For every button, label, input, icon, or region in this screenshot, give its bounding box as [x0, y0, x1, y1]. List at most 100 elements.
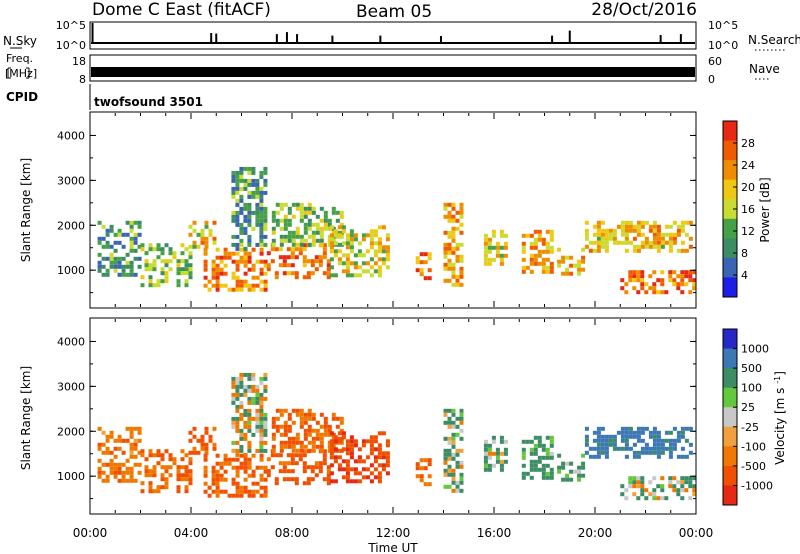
data-cell: [541, 257, 546, 262]
data-cell: [251, 481, 256, 486]
data-cell: [105, 268, 110, 273]
data-cell: [247, 416, 252, 421]
data-cell: [299, 202, 304, 207]
data-cell: [290, 477, 295, 482]
data-cell: [306, 275, 311, 280]
data-cell: [319, 238, 324, 243]
data-cell: [231, 170, 236, 175]
data-cell: [577, 473, 582, 478]
data-cell: [223, 461, 228, 466]
data-cell: [632, 430, 637, 435]
data-cell: [521, 447, 526, 452]
data-cell: [188, 224, 193, 229]
data-cell: [227, 457, 232, 462]
data-cell: [129, 224, 134, 229]
data-cell: [270, 465, 275, 470]
data-cell: [357, 447, 362, 452]
data-cell: [533, 443, 538, 448]
data-cell: [323, 226, 328, 231]
data-cell: [620, 484, 625, 489]
data-cell: [632, 278, 637, 283]
data-cell: [109, 256, 114, 261]
data-cell: [596, 248, 601, 253]
data-cell: [652, 224, 657, 229]
data-cell: [337, 439, 342, 444]
data-cell: [223, 489, 228, 494]
data-cell: [632, 476, 637, 481]
data-cell: [291, 202, 296, 207]
data-cell: [282, 465, 287, 470]
data-cell: [239, 489, 244, 494]
data-cell: [628, 480, 633, 485]
data-cell: [311, 242, 316, 247]
data-cell: [239, 259, 244, 264]
data-cell: [688, 274, 693, 279]
data-cell: [243, 251, 248, 256]
data-cell: [680, 454, 685, 459]
data-cell: [286, 247, 291, 252]
data-cell: [419, 260, 424, 265]
data-cell: [282, 263, 287, 268]
data-cell: [648, 224, 653, 229]
data-cell: [255, 420, 260, 425]
data-cell: [314, 267, 319, 272]
data-cell: [345, 265, 350, 270]
data-cell: [231, 384, 236, 389]
power-cbar-tick: 4: [741, 269, 748, 282]
data-cell: [164, 279, 169, 284]
data-cell: [345, 463, 350, 468]
data-cell: [596, 240, 601, 245]
data-cell: [487, 463, 492, 468]
data-cell: [133, 454, 138, 459]
data-cell: [483, 261, 488, 266]
data-cell: [113, 268, 118, 273]
data-cell: [117, 466, 122, 471]
data-cell: [455, 242, 460, 247]
data-cell: [329, 265, 334, 270]
data-cell: [101, 264, 106, 269]
data-cell: [459, 210, 464, 215]
data-cell: [680, 476, 685, 481]
data-cell: [545, 451, 550, 456]
data-cell: [215, 271, 220, 276]
data-cell: [204, 240, 209, 245]
data-cell: [373, 229, 378, 234]
data-cell: [632, 248, 637, 253]
data-cell: [385, 463, 390, 468]
data-cell: [311, 206, 316, 211]
data-cell: [286, 453, 291, 458]
data-cell: [303, 214, 308, 219]
data-cell: [286, 461, 291, 466]
data-cell: [302, 449, 307, 454]
data-cell: [113, 462, 118, 467]
data-cell: [455, 480, 460, 485]
data-cell: [616, 240, 621, 245]
data-cell: [569, 255, 574, 260]
data-cell: [688, 450, 693, 455]
colorbar-segment: [723, 387, 737, 408]
data-cell: [291, 230, 296, 235]
data-cell: [219, 283, 224, 288]
data-cell: [660, 476, 665, 481]
data-cell: [97, 236, 102, 241]
data-cell: [251, 247, 256, 252]
data-cell: [608, 228, 613, 233]
data-cell: [278, 461, 283, 466]
data-cell: [200, 434, 205, 439]
data-cell: [533, 447, 538, 452]
data-cell: [447, 448, 452, 453]
data-cell: [455, 484, 460, 489]
data-cell: [227, 287, 232, 292]
data-cell: [499, 439, 504, 444]
data-cell: [369, 257, 374, 262]
data-cell: [459, 476, 464, 481]
data-cell: [656, 224, 661, 229]
data-cell: [129, 228, 134, 233]
data-cell: [545, 475, 550, 480]
data-cell: [624, 442, 629, 447]
data-cell: [339, 222, 344, 227]
data-cell: [263, 283, 268, 288]
data-cell: [503, 459, 508, 464]
data-cell: [327, 218, 332, 223]
data-cell: [323, 416, 328, 421]
